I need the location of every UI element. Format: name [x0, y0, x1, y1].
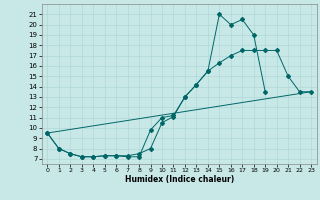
X-axis label: Humidex (Indice chaleur): Humidex (Indice chaleur) — [124, 175, 234, 184]
